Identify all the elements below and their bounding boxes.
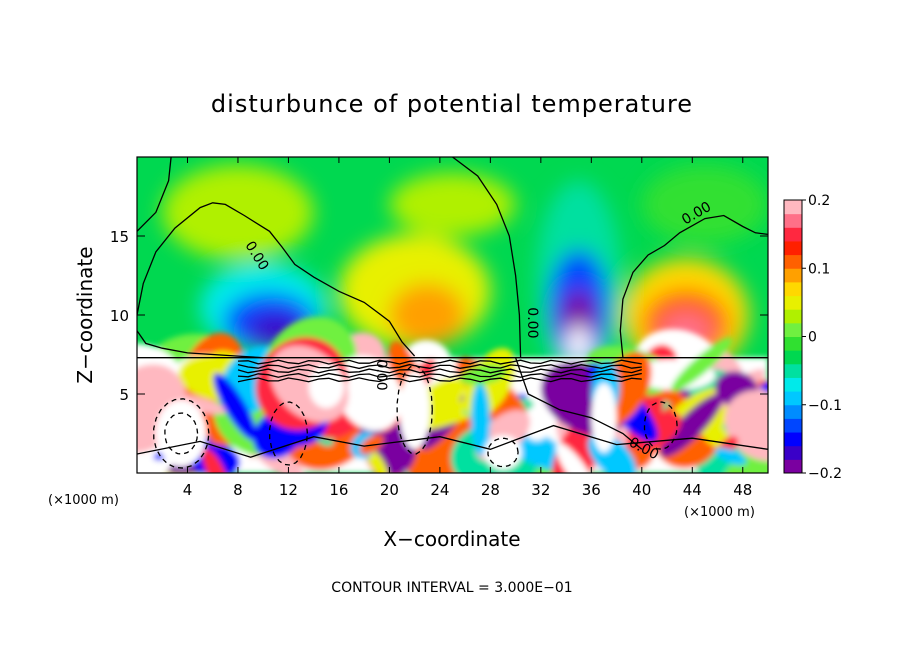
- x-tick-label: 20: [380, 481, 399, 499]
- colorbar-swatch: [784, 213, 802, 228]
- y-tick-label: 10: [110, 307, 129, 325]
- eddy: [591, 382, 617, 453]
- x-axis-label: X−coordinate: [383, 527, 520, 551]
- colorbar-swatch: [784, 459, 802, 474]
- turbulent-cell: [470, 382, 491, 456]
- contour-band: [237, 372, 642, 378]
- anomaly-cap: [566, 325, 591, 362]
- x-tick-label: 40: [632, 481, 651, 499]
- contour-zero: [137, 157, 172, 232]
- x-tick-label: 36: [582, 481, 601, 499]
- colorbar-tick-label: 0.1: [808, 261, 830, 277]
- chart-title: disturbunce of potential temperature: [211, 90, 693, 118]
- contour-band: [237, 368, 642, 374]
- x-tick-label: 44: [683, 481, 702, 499]
- contour-negative: [269, 401, 309, 466]
- x-tick-label: 48: [733, 481, 752, 499]
- x-tick-label: 12: [279, 481, 298, 499]
- x-tick-label: 32: [531, 481, 550, 499]
- turbulent-cell: [660, 393, 723, 457]
- x-tick-label: 4: [183, 481, 193, 499]
- colorbar-swatch: [784, 281, 802, 297]
- contour-negative: [396, 365, 433, 455]
- colorbar-swatch: [784, 254, 802, 269]
- plot-area: 0.000.000.000.000.00: [137, 157, 768, 473]
- contour-zero: [619, 214, 768, 358]
- contour-band: [237, 363, 642, 370]
- anomaly-blob: [641, 164, 768, 244]
- colorbar-swatch: [784, 227, 802, 242]
- eddy: [484, 435, 522, 470]
- turbulent-cell: [335, 355, 403, 431]
- contour-zero: [137, 424, 768, 458]
- colorbar-swatch: [784, 404, 802, 419]
- eddy: [155, 400, 207, 467]
- turbulent-cell: [724, 390, 768, 462]
- colorbar-swatch: [784, 445, 802, 460]
- contour-negative: [153, 398, 210, 469]
- eddy: [399, 370, 430, 450]
- contour-label: 0.00: [373, 359, 389, 390]
- colorbar-swatch: [784, 418, 802, 433]
- contour-zero: [452, 157, 522, 358]
- x-tick-label: 16: [329, 481, 348, 499]
- x-axis: 4 8 12 16 20 24 28 32 36 40 44 48: [183, 157, 752, 499]
- turbulent-cell: [202, 448, 229, 473]
- colorbar-tick-label: 0: [808, 330, 817, 346]
- contour-lines: 0.000.000.000.000.00: [137, 157, 768, 469]
- colorbar-tick-label: −0.1: [808, 398, 842, 414]
- colorbar-swatch: [784, 336, 802, 351]
- y-tick-label: 5: [119, 386, 129, 404]
- turbulent-cell: [556, 443, 597, 473]
- colorbar-swatch: [784, 309, 802, 324]
- colorbar-swatch: [784, 377, 802, 392]
- y-axis-label: Z−coordinate: [73, 246, 97, 383]
- contour-zero: [514, 357, 643, 450]
- colorbar-swatch: [784, 200, 802, 215]
- colorbar-tick-label: 0.2: [808, 193, 830, 209]
- x-tick-label: 8: [233, 481, 243, 499]
- turbulent-cell: [213, 373, 257, 441]
- colorbar-swatch: [784, 268, 802, 283]
- contour-label: 0.00: [524, 307, 540, 338]
- anomaly-blob: [389, 172, 516, 236]
- contour-negative: [487, 437, 519, 468]
- contour-interval-note: CONTOUR INTERVAL = 3.000E−01: [331, 580, 572, 596]
- colorbar-swatch: [784, 350, 802, 365]
- colorbar-tick-label: −0.2: [808, 466, 842, 482]
- turbulent-cell: [715, 447, 747, 465]
- contour-zero: [137, 202, 416, 357]
- colorbar-swatch: [784, 295, 802, 310]
- x-tick-label: 24: [430, 481, 449, 499]
- colorbar: 0.2 0.1 0 −0.1 −0.2: [783, 193, 842, 482]
- colorbar-swatch: [784, 363, 802, 378]
- turbulent-cell: [700, 419, 730, 449]
- contour-band: [237, 377, 642, 383]
- colorbar-swatch: [784, 391, 802, 406]
- contour-band: [237, 359, 642, 365]
- colorbar-swatch: [784, 240, 802, 256]
- colorbar-swatch: [784, 322, 802, 337]
- x-tick-label: 28: [481, 481, 500, 499]
- contour-negative: [643, 401, 678, 450]
- y-tick-label: 15: [110, 228, 129, 246]
- y-axis: 5 10 15: [110, 228, 768, 404]
- contour-negative: [164, 412, 199, 455]
- turbulent-cell: [525, 417, 549, 441]
- colorbar-swatch: [784, 432, 802, 447]
- contour-zero: [137, 330, 264, 359]
- x-unit-left: (×1000 m): [48, 493, 119, 508]
- anomaly-blob: [389, 283, 466, 347]
- turbulent-cell: [670, 337, 733, 392]
- x-unit-right: (×1000 m): [684, 505, 755, 520]
